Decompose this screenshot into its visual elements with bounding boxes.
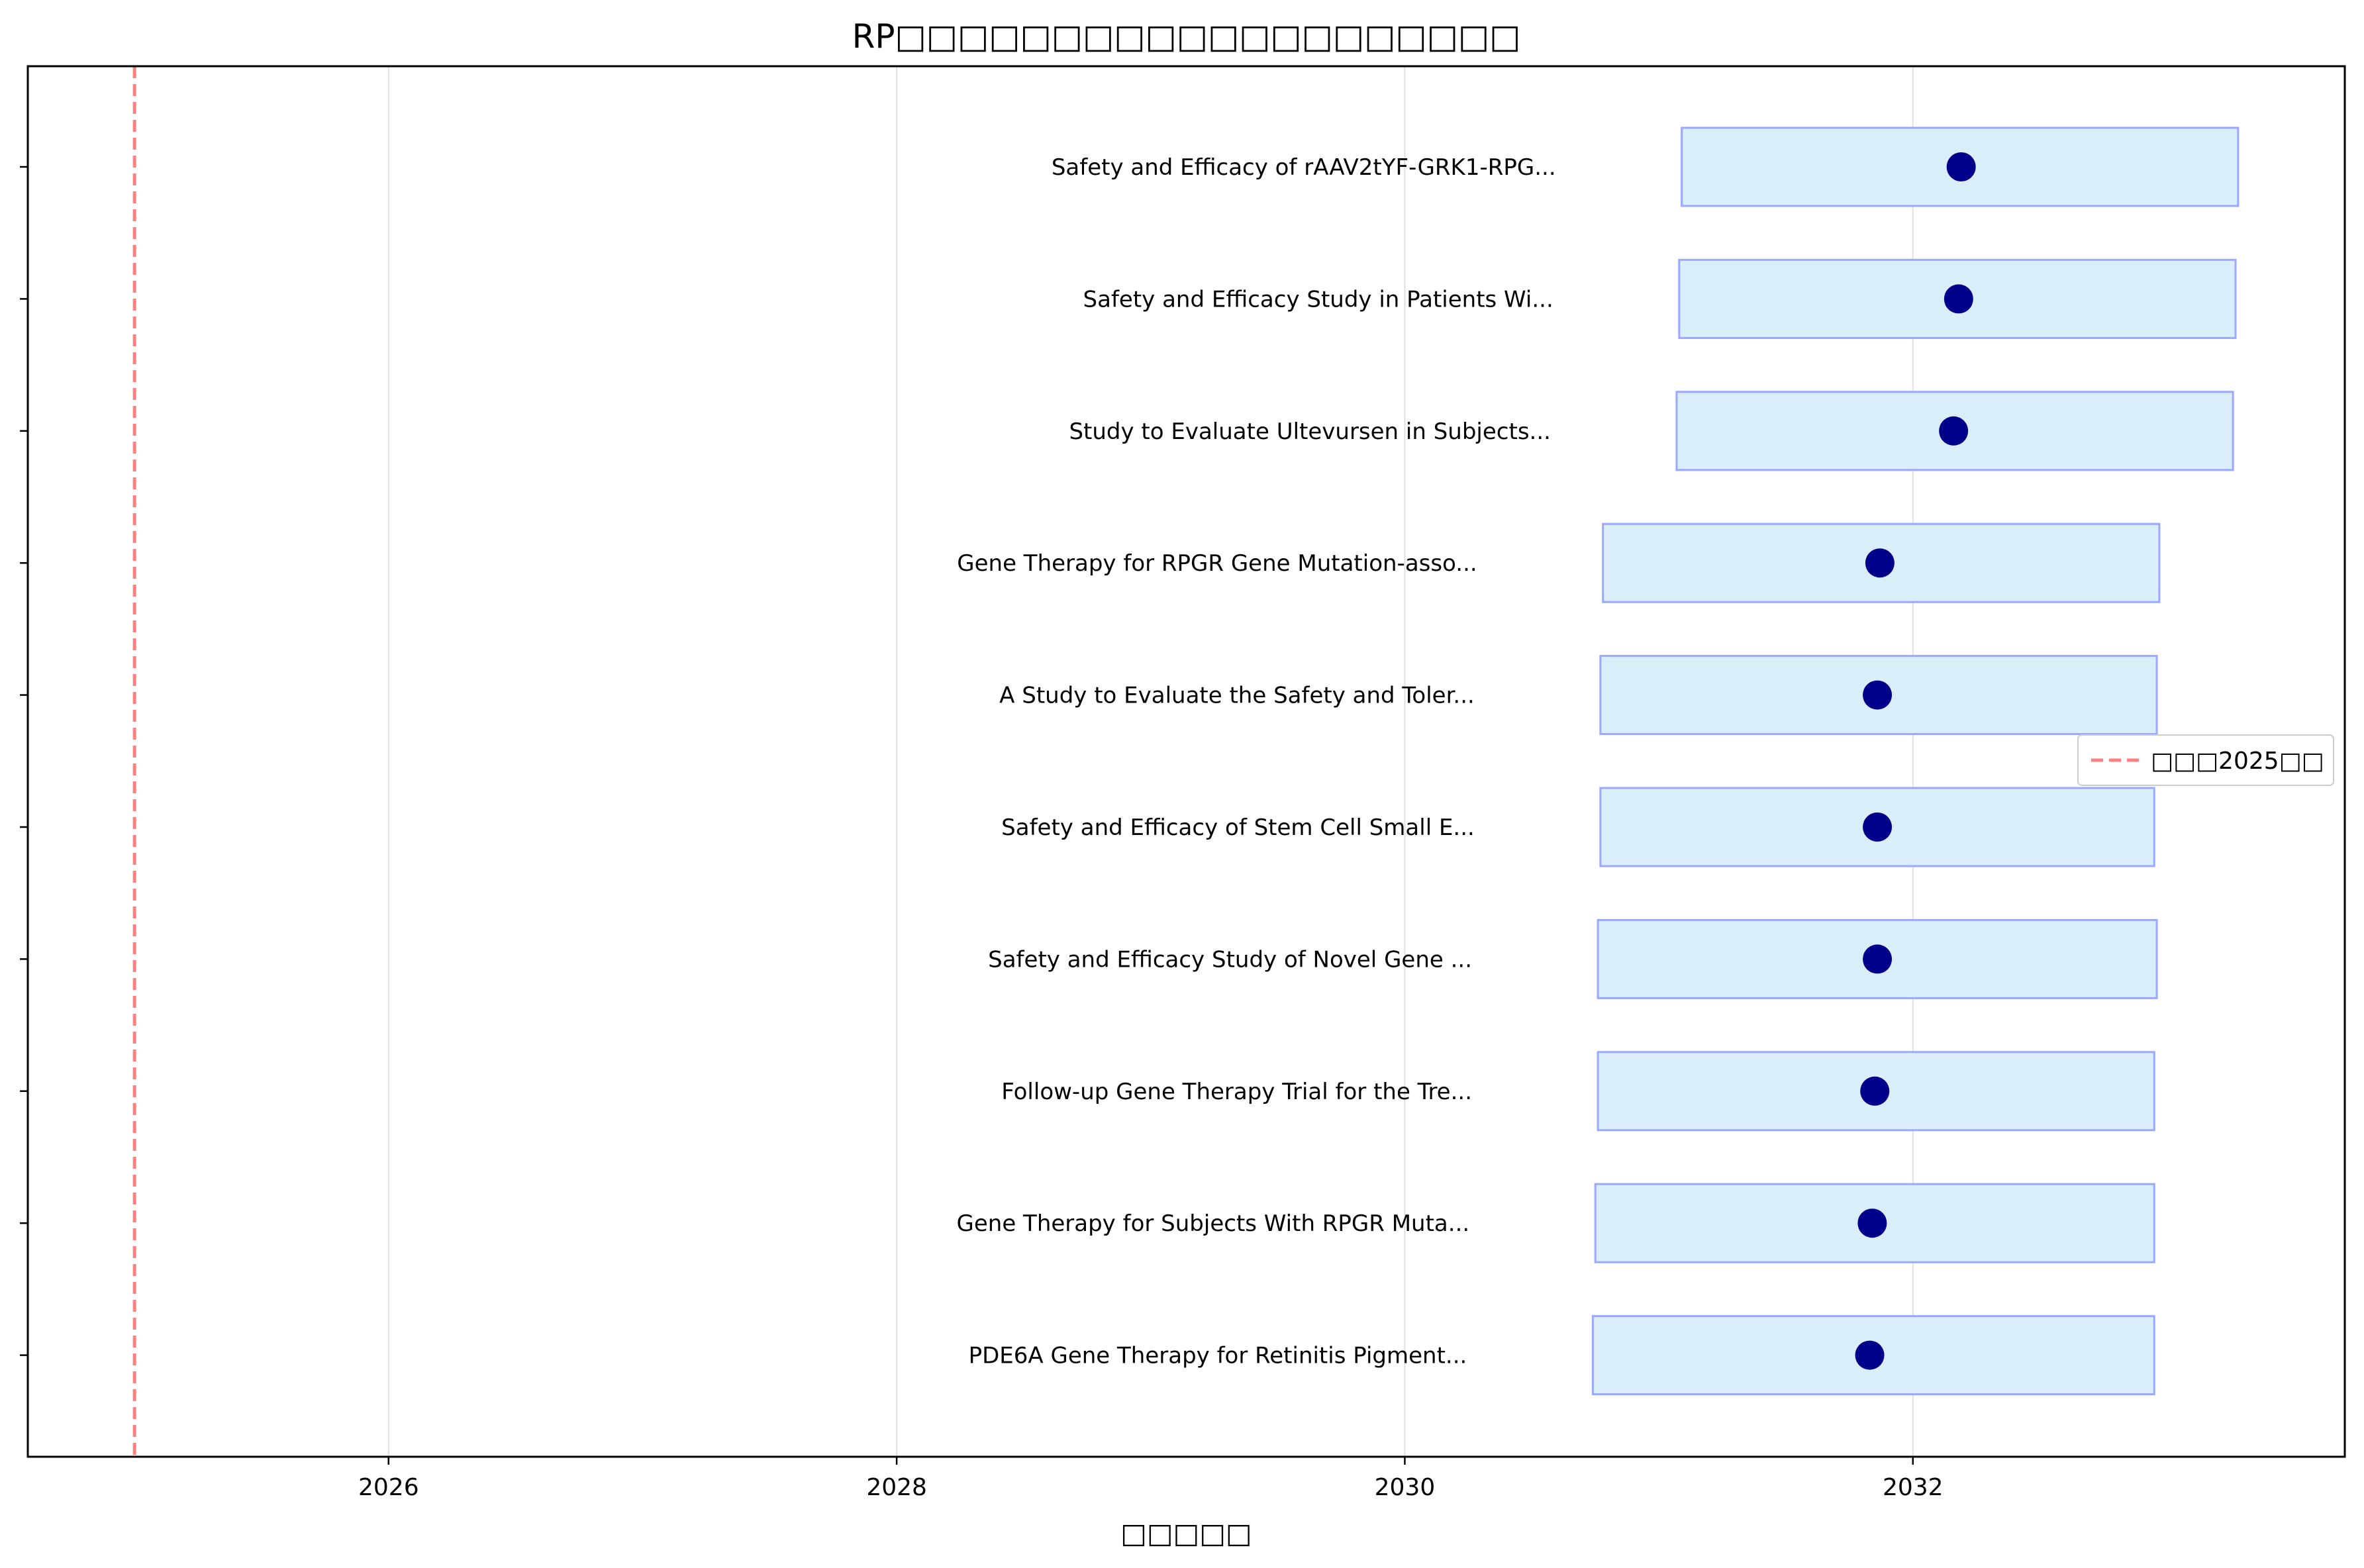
trial-estimate-marker xyxy=(1863,680,1893,710)
x-tick-label: 2032 xyxy=(1883,1474,1944,1501)
legend-box xyxy=(2077,734,2334,786)
x-axis-label: □□□□□ xyxy=(1120,1517,1252,1549)
y-axis-ticks xyxy=(20,166,28,1356)
trial-label: Safety and Efficacy of rAAV2tYF-GRK1-RPG… xyxy=(1052,154,1556,181)
trial-estimate-marker xyxy=(1857,1208,1887,1238)
legend: □□□2025□□ xyxy=(2077,734,2334,786)
trial-label: Gene Therapy for RPGR Gene Mutation-asso… xyxy=(957,550,1477,577)
trial-label: PDE6A Gene Therapy for Retinitis Pigment… xyxy=(969,1343,1467,1369)
trial-label: Gene Therapy for Subjects With RPGR Muta… xyxy=(957,1210,1470,1237)
legend-entry-label: □□□2025□□ xyxy=(2151,748,2324,775)
trial-label: Safety and Efficacy Study of Novel Gene … xyxy=(988,946,1472,973)
trial-estimate-marker xyxy=(1865,548,1895,578)
trial-estimate-marker xyxy=(1863,944,1893,974)
x-tick-label: 2026 xyxy=(358,1474,419,1501)
trial-labels: Safety and Efficacy of rAAV2tYF-GRK1-RPG… xyxy=(957,154,1556,1369)
x-axis-ticks: 2026 2028 2030 2032 xyxy=(358,1457,1944,1501)
trial-estimate-marker xyxy=(1855,1340,1885,1370)
x-tick-label: 2028 xyxy=(866,1474,927,1501)
trial-label: Safety and Efficacy of Stem Cell Small E… xyxy=(1001,814,1475,841)
plot-frame xyxy=(26,65,2346,1458)
trial-estimate-marker xyxy=(1860,1076,1890,1106)
chart-title: RP□□□□□□□□□□□□□□□□□□□□ xyxy=(852,17,1521,56)
trial-label: A Study to Evaluate the Safety and Toler… xyxy=(999,683,1475,709)
trial-label: Study to Evaluate Ultevursen in Subjects… xyxy=(1069,418,1551,445)
trial-estimate-marker xyxy=(1946,152,1976,181)
trial-markers xyxy=(1855,152,1976,1370)
trial-estimate-marker xyxy=(1939,416,1969,446)
trial-estimate-marker xyxy=(1863,812,1893,842)
x-tick-label: 2030 xyxy=(1375,1474,1436,1501)
trial-label: Safety and Efficacy Study in Patients Wi… xyxy=(1083,286,1553,313)
trial-estimate-marker xyxy=(1944,284,1973,314)
trial-label: Follow-up Gene Therapy Trial for the Tre… xyxy=(1001,1079,1472,1105)
